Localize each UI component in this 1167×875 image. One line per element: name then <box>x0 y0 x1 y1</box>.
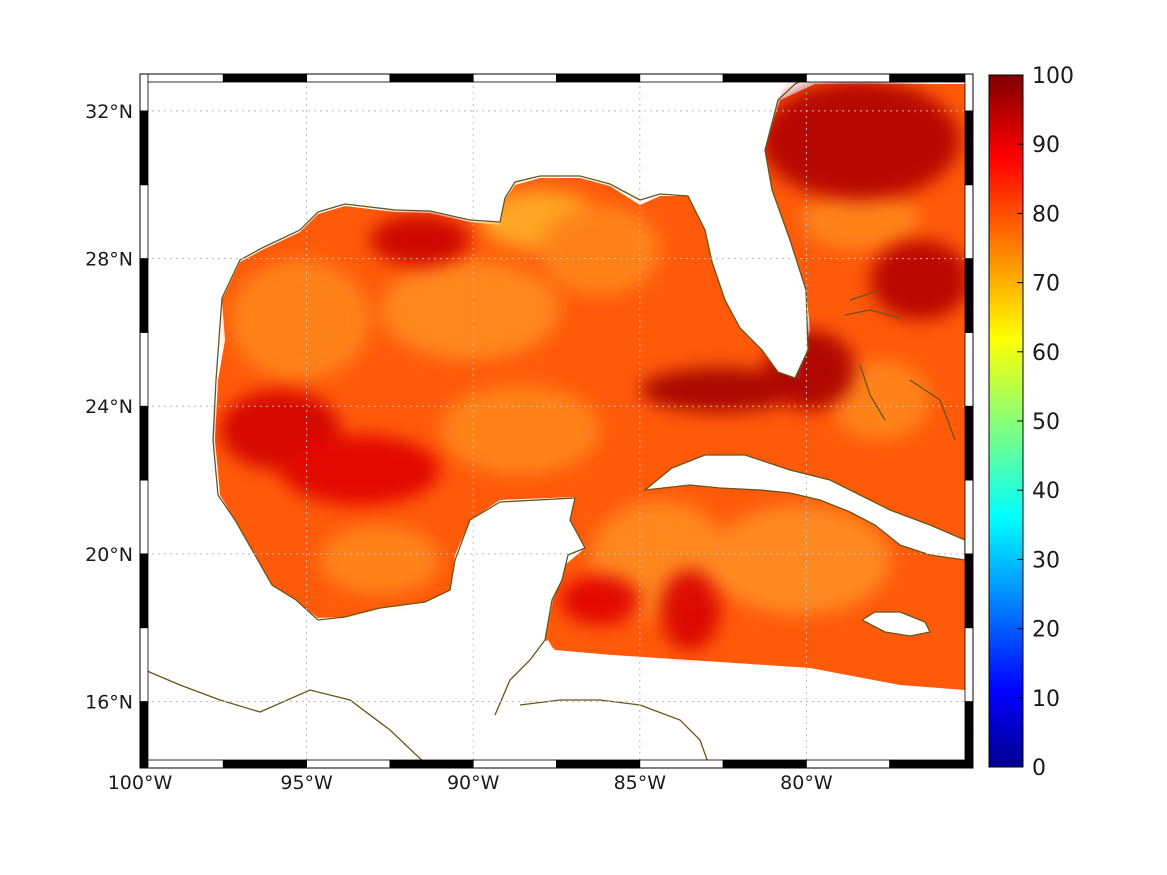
lat-tick-label: 32°N <box>85 101 133 123</box>
frame-left-segment <box>139 258 149 333</box>
field-patch <box>440 385 600 475</box>
cuba-land <box>645 455 965 560</box>
colorbar-tick-label: 100 <box>1032 64 1074 89</box>
frame-bottom-segment <box>806 759 891 769</box>
frame-top-segment <box>306 73 391 83</box>
field-patch <box>760 80 960 200</box>
lon-tick-label: 95°W <box>280 772 333 794</box>
frame-left-segment <box>139 73 149 112</box>
lon-tick-label: 100°W <box>108 772 173 794</box>
frame-right-segment <box>964 553 974 629</box>
frame-bottom-segment <box>889 759 974 769</box>
field-patch <box>870 240 970 320</box>
frame-right-segment <box>964 332 974 407</box>
frame-left-segment <box>139 184 149 259</box>
frame-top-segment <box>556 73 641 83</box>
colorbar-tick-label: 60 <box>1032 341 1060 366</box>
colorbar-gradient <box>988 74 1024 768</box>
frame-right-segment <box>964 627 974 702</box>
colorbar: 0 10 20 30 40 50 60 70 80 90 100 <box>988 64 1074 781</box>
lon-tick-label: 90°W <box>447 772 500 794</box>
frame-top-segment <box>639 73 724 83</box>
colorbar-tick-label: 0 <box>1032 756 1046 781</box>
field-patch <box>370 215 470 265</box>
field-patch <box>560 575 640 625</box>
frame-top-segment <box>722 73 807 83</box>
field-patch <box>660 570 720 650</box>
colorbar-tick-label: 70 <box>1032 272 1060 297</box>
colorbar-tick-label: 90 <box>1032 133 1060 158</box>
frame-left-segment <box>139 110 149 186</box>
lat-tick-label: 20°N <box>85 544 133 566</box>
frame-left-segment <box>139 405 149 481</box>
yucatan-land <box>140 498 973 768</box>
colorbar-tick-labels: 0 10 20 30 40 50 60 70 80 90 100 <box>1017 64 1074 781</box>
land <box>140 74 973 768</box>
frame-right-segment <box>964 184 974 259</box>
field-patch <box>830 360 930 440</box>
lat-tick-label: 16°N <box>85 692 133 714</box>
frame-right-segment <box>964 258 974 333</box>
coastline-pacific <box>140 667 431 768</box>
frame-top-segment <box>389 73 474 83</box>
frame-top-segment <box>472 73 557 83</box>
frame-outline <box>139 73 974 769</box>
frame-bottom-segment <box>389 759 474 769</box>
field-patch <box>800 190 920 250</box>
frame-bottom-segment <box>472 759 557 769</box>
field-patch <box>540 205 660 295</box>
florida-land <box>600 74 808 378</box>
field-patch <box>710 505 890 615</box>
frame-right-segment <box>964 701 974 769</box>
colorbar-tick-label: 20 <box>1032 618 1060 643</box>
frame-top-segment <box>222 73 308 83</box>
frame-right-segment <box>964 479 974 555</box>
lon-tick-label: 80°W <box>780 772 833 794</box>
frame-left-segment <box>139 332 149 407</box>
lon-tick-labels: 100°W 95°W 90°W 85°W 80°W <box>108 772 833 794</box>
frame-left-segment <box>139 553 149 629</box>
frame-bottom-segment <box>222 759 308 769</box>
frame-top-segment <box>889 73 974 83</box>
frame-left-segment <box>139 479 149 555</box>
frame-left-segment <box>139 701 149 769</box>
field-patch <box>280 435 440 505</box>
data-field <box>215 80 970 690</box>
lat-tick-labels: 16°N 20°N 24°N 28°N 32°N <box>85 101 133 714</box>
colorbar-tick-label: 40 <box>1032 479 1060 504</box>
lon-tick-label: 85°W <box>614 772 667 794</box>
colorbar-tick-label: 50 <box>1032 410 1060 435</box>
frame-bottom-segment <box>722 759 807 769</box>
jamaica-land <box>862 612 930 636</box>
field-patch <box>230 260 370 380</box>
coastline-jamaica <box>860 611 931 637</box>
colorbar-tick-label: 30 <box>1032 548 1060 573</box>
field-patch <box>380 260 560 360</box>
coastline-bahamas <box>844 289 956 441</box>
coastline-mexico <box>212 297 586 716</box>
field-patch <box>640 368 800 412</box>
field-patch <box>320 525 440 595</box>
frame-bottom-segment <box>306 759 391 769</box>
frame-top-segment <box>139 73 224 83</box>
frame-bottom-segment <box>639 759 724 769</box>
frame-right-segment <box>964 73 974 112</box>
lat-tick-label: 24°N <box>85 396 133 418</box>
lat-tick-label: 28°N <box>85 249 133 271</box>
frame-right-segment <box>964 110 974 186</box>
map-frame <box>139 73 974 769</box>
frame-top-segment <box>806 73 891 83</box>
frame-bottom-segment <box>556 759 641 769</box>
frame-right-segment <box>964 405 974 481</box>
frame-left-segment <box>139 627 149 702</box>
frame-bottom-segment <box>139 759 224 769</box>
grid-lines <box>140 74 973 768</box>
colorbar-tick-label: 10 <box>1032 687 1060 712</box>
coastline-us-gulf <box>221 74 816 379</box>
us-gulf-coast-land <box>140 74 600 700</box>
colorbar-tick-label: 80 <box>1032 202 1060 227</box>
